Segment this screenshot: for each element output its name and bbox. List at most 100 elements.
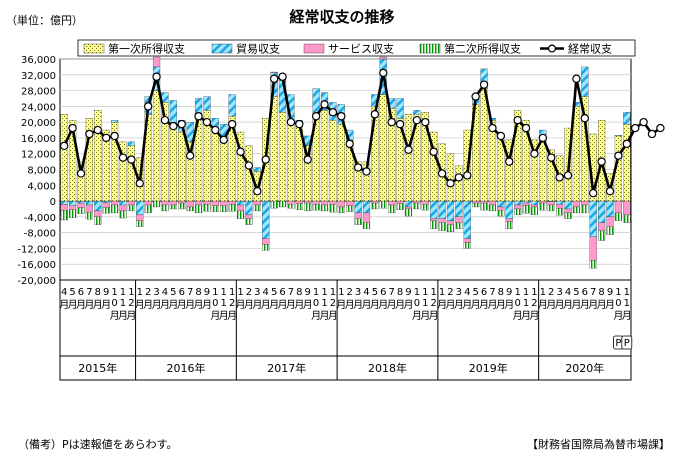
bar-segment <box>446 224 455 233</box>
bar-segment <box>329 200 337 205</box>
month-suffix-label: 月 <box>479 299 489 311</box>
current-account-point <box>211 125 220 135</box>
bar-segment <box>220 205 228 212</box>
bar-segment <box>598 230 606 241</box>
bar-segment <box>564 200 572 210</box>
current-account-point <box>630 123 640 133</box>
month-tick-label: 0 <box>313 298 319 309</box>
month-suffix-label: 月 <box>59 299 69 311</box>
month-tick-label: 6 <box>279 287 285 298</box>
bar-segment <box>623 200 631 216</box>
current-account-point <box>85 129 94 139</box>
month-suffix-label: 月 <box>68 299 78 311</box>
bar-segment <box>60 204 68 211</box>
month-tick-label: 1 <box>624 287 630 298</box>
bar-segment <box>488 120 497 202</box>
month-tick-label: 1 <box>321 298 327 309</box>
x-axis-frame <box>59 279 632 381</box>
current-account-point <box>68 123 77 133</box>
month-suffix-label: 月 <box>571 299 581 311</box>
month-tick-label: 9 <box>305 287 311 298</box>
x-axis: 2015年 2016年 2017年 2018年 2019年 2020年4月5月6月7月8月… <box>59 279 633 381</box>
y-tick-label: 28,000 <box>21 87 56 98</box>
month-tick-label: 7 <box>489 287 495 298</box>
month-tick-label: 1 <box>615 287 621 298</box>
current-account-point <box>454 173 464 182</box>
current-account-point <box>152 72 161 81</box>
bar-segment <box>522 202 530 206</box>
bar-segment <box>581 66 589 97</box>
month-suffix-label: 月 <box>294 299 304 311</box>
bar-segment <box>572 200 581 208</box>
month-tick-label: 9 <box>607 287 613 298</box>
current-account-point <box>530 149 539 158</box>
bar-segment <box>379 94 387 202</box>
month-suffix-label: 月 <box>403 299 413 311</box>
bar-segment <box>110 200 119 206</box>
bar-segment <box>480 200 488 204</box>
bar-segment <box>253 167 261 172</box>
month-tick-label: 7 <box>86 287 92 298</box>
bar-segment <box>144 204 152 214</box>
month-suffix-label: 月 <box>454 299 464 311</box>
y-tick-label: -16,000 <box>17 260 56 271</box>
bar-segment <box>438 222 446 231</box>
month-tick-label: 1 <box>120 287 126 298</box>
month-tick-label: 4 <box>263 287 269 298</box>
month-suffix-label: 月 <box>513 310 523 322</box>
month-suffix-label: 月 <box>76 299 86 311</box>
legend-swatch <box>419 43 441 54</box>
bar-segment <box>228 200 236 205</box>
bar-segment <box>430 218 438 221</box>
month-tick-label: 1 <box>531 287 537 298</box>
bar-segment <box>564 208 572 214</box>
month-suffix-label: 月 <box>588 299 598 311</box>
month-tick-label: 2 <box>447 287 453 298</box>
legend-swatch <box>83 43 105 54</box>
month-suffix-label: 月 <box>185 299 195 311</box>
month-suffix-label: 月 <box>143 299 153 311</box>
bar-segment <box>77 202 85 208</box>
current-account-point <box>555 173 564 182</box>
current-account-point <box>244 161 254 170</box>
month-tick-label: 7 <box>388 287 394 298</box>
bar-segment <box>614 212 622 221</box>
bar-segment <box>371 202 379 210</box>
month-suffix-label: 月 <box>320 310 330 322</box>
current-account-point <box>303 155 312 164</box>
month-tick-label: 4 <box>363 287 369 298</box>
month-tick-label: 5 <box>170 287 176 298</box>
month-tick-label: 2 <box>145 287 151 298</box>
bar-segment <box>94 110 102 202</box>
legend-label: 第二次所得収支 <box>444 42 521 56</box>
month-tick-label: 1 <box>330 287 336 298</box>
bar-segment <box>228 94 236 117</box>
month-suffix-label: 月 <box>135 299 145 311</box>
current-account-point <box>295 119 304 129</box>
y-tick-label: 24,000 <box>21 102 56 113</box>
month-tick-label: 1 <box>111 287 117 298</box>
month-suffix-label: 月 <box>613 310 623 322</box>
bar-segment <box>161 204 169 212</box>
bar-segment <box>194 204 203 214</box>
bar-segment <box>455 222 463 229</box>
bar-segment <box>455 165 463 202</box>
bar-segment <box>362 222 371 229</box>
bar-segment <box>94 200 102 212</box>
current-account-point <box>135 179 144 188</box>
month-suffix-label: 月 <box>236 299 246 311</box>
bar-segment <box>497 200 505 208</box>
preliminary-badge <box>621 335 633 350</box>
month-tick-label: 6 <box>380 287 386 298</box>
month-tick-label: 9 <box>103 287 109 298</box>
month-tick-label: 3 <box>355 287 361 298</box>
bar-segment <box>556 208 564 216</box>
current-account-point <box>496 131 506 141</box>
current-account-point <box>471 92 480 101</box>
legend-label: 貿易収支 <box>236 43 280 56</box>
bar-segment <box>463 200 471 239</box>
bar-segment <box>152 200 161 208</box>
bar-segment <box>278 200 287 208</box>
month-suffix-label: 月 <box>345 299 355 311</box>
bar-segment <box>127 141 135 146</box>
